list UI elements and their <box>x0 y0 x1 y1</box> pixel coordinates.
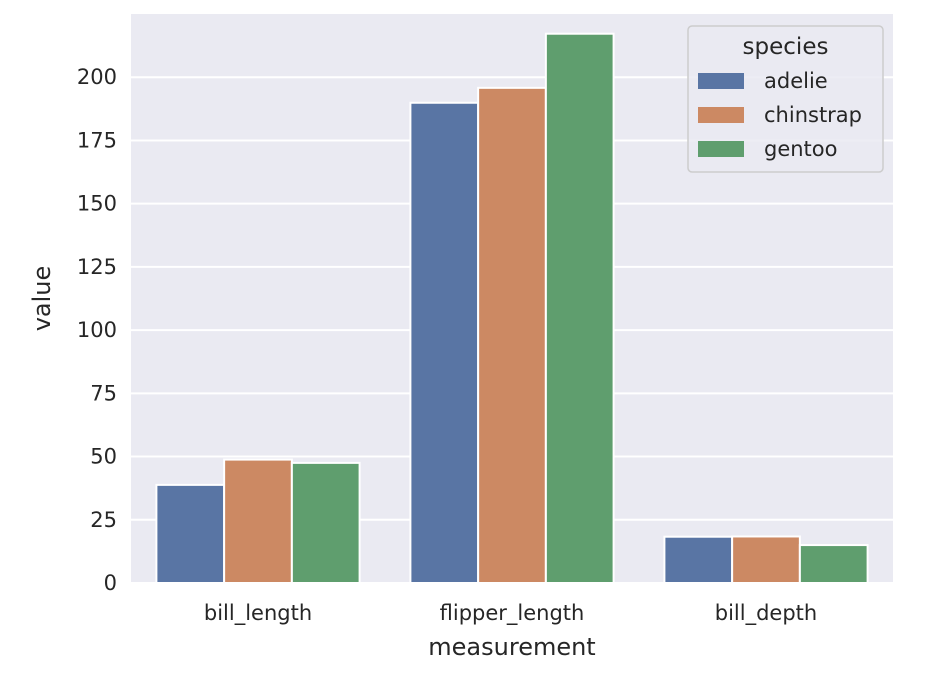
bar-chinstrap-bill_length <box>223 458 293 584</box>
x-axis-label: measurement <box>428 633 595 661</box>
bar-adelie-flipper_length <box>409 101 480 584</box>
y-tick-label: 175 <box>77 128 117 152</box>
legend-swatch-chinstrap <box>698 107 744 123</box>
y-tick-label: 75 <box>90 381 117 405</box>
bar-gentoo-bill_length <box>290 461 361 584</box>
legend-swatch-gentoo <box>698 141 744 157</box>
y-tick-label: 50 <box>90 445 117 469</box>
legend-label-adelie: adelie <box>764 69 828 93</box>
y-tick-label: 200 <box>77 65 117 89</box>
y-tick-label: 25 <box>90 508 117 532</box>
x-tick-label: bill_length <box>204 601 312 626</box>
legend-box <box>687 25 884 173</box>
x-axis-ticks: bill_length flipper_length bill_depth <box>204 601 817 626</box>
legend-swatch-adelie <box>698 73 744 89</box>
bar-chinstrap-flipper_length <box>477 86 547 584</box>
legend-title: species <box>743 34 829 60</box>
y-tick-label: 125 <box>77 255 117 279</box>
bar-gentoo-flipper_length <box>544 32 615 584</box>
y-axis-label: value <box>28 266 56 332</box>
legend: species adelie chinstrap gentoo <box>687 25 884 173</box>
legend-label-gentoo: gentoo <box>764 137 838 161</box>
bar-adelie-bill_length <box>155 483 226 585</box>
bar-gentoo-bill_depth <box>798 544 869 584</box>
y-axis-ticks: 0 25 50 75 100 125 150 175 200 <box>77 65 117 595</box>
y-tick-label: 100 <box>77 318 117 342</box>
bars <box>155 32 869 585</box>
y-tick-label: 150 <box>77 192 117 216</box>
x-tick-label: flipper_length <box>440 601 585 626</box>
bar-adelie-bill_depth <box>663 535 734 584</box>
bar-chinstrap-bill_depth <box>731 535 801 584</box>
y-tick-label: 0 <box>104 571 117 595</box>
legend-label-chinstrap: chinstrap <box>764 103 862 127</box>
x-tick-label: bill_depth <box>715 601 817 626</box>
